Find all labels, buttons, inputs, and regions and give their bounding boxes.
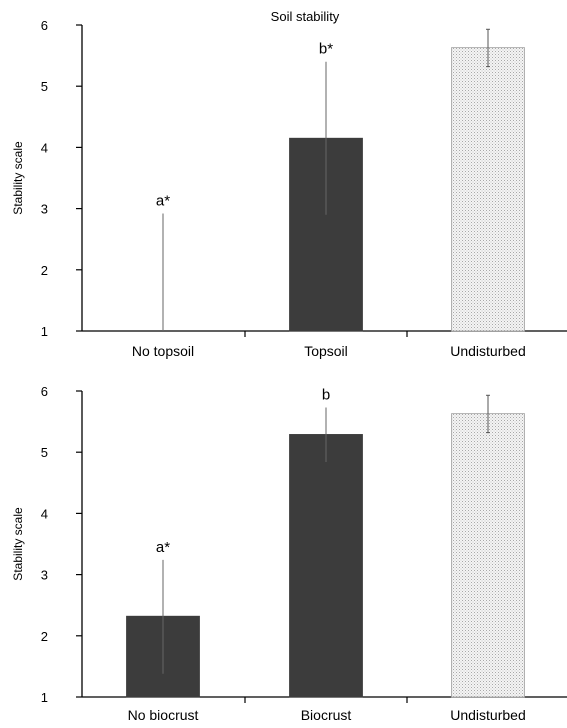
significance-label: b*: [319, 41, 333, 58]
significance-label: a*: [156, 539, 170, 556]
bar-undisturbed: [451, 47, 525, 332]
y-tick-label: 3: [41, 202, 48, 217]
y-tick-label: 4: [41, 506, 48, 521]
y-tick-label: 6: [41, 384, 48, 399]
y-tick-label: 4: [41, 140, 48, 155]
y-tick-label: 3: [41, 568, 48, 583]
x-tick-label: No biocrust: [128, 707, 199, 723]
y-axis-label: Stability scale: [11, 507, 25, 581]
bar-biocrust: [289, 434, 363, 698]
significance-label: a*: [156, 192, 170, 209]
y-axis-label: Stability scale: [11, 141, 25, 215]
x-tick-label: Topsoil: [304, 343, 348, 359]
bar-undisturbed: [451, 413, 525, 698]
x-tick-label: Undisturbed: [450, 707, 526, 723]
y-tick-label: 6: [41, 18, 48, 33]
x-tick-label: Biocrust: [301, 707, 352, 723]
y-tick-label: 2: [41, 629, 48, 644]
x-tick-label: No topsoil: [132, 343, 194, 359]
y-tick-label: 1: [41, 690, 48, 705]
significance-label: b: [322, 387, 330, 404]
x-tick-label: Undisturbed: [450, 343, 526, 359]
y-tick-label: 2: [41, 263, 48, 278]
y-tick-label: 1: [41, 324, 48, 339]
y-tick-label: 5: [41, 445, 48, 460]
y-tick-label: 5: [41, 79, 48, 94]
chart-title: Soil stability: [271, 9, 340, 24]
